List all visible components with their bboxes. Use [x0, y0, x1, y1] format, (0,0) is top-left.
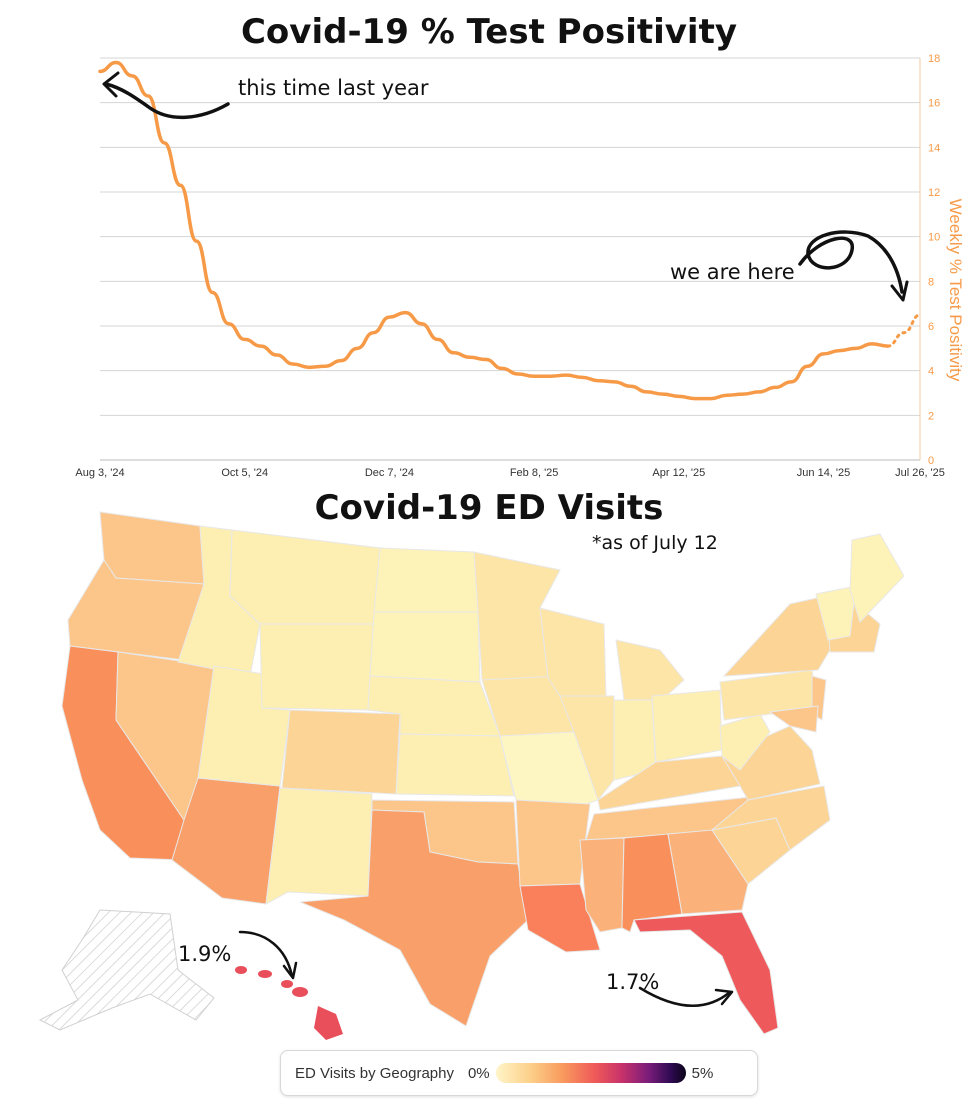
y-tick-label: 6 — [928, 321, 934, 333]
y-tick-label: 4 — [928, 366, 934, 378]
legend-gradient — [495, 1063, 686, 1083]
x-tick-label: Apr 12, '25 — [652, 467, 705, 479]
y-tick-label: 12 — [928, 187, 940, 199]
legend-label: ED Visits by Geography — [295, 1064, 454, 1082]
test-positivity-chart: 0 2 4 6 8 10 12 14 16 18 Aug 3, '24 Oct 5, '24 Dec … — [75, 53, 965, 479]
state-georgia — [667, 829, 749, 915]
series-line-positivity — [98, 60, 890, 401]
line-chart-title: Covid-19 % Test Positivity — [240, 12, 737, 52]
state-north-carolina — [710, 785, 831, 851]
y-tick-label: 8 — [928, 276, 934, 288]
map-chart-title: Covid-19 ED Visits — [314, 488, 664, 528]
state-vermont-nh — [815, 585, 857, 641]
arrow-florida — [638, 986, 734, 1008]
y-tick-label: 2 — [928, 410, 934, 422]
y-tick-label: 16 — [928, 98, 940, 110]
state-maryland — [768, 705, 819, 733]
x-tick-label: Jun 14, '25 — [797, 467, 850, 479]
state-illinois — [559, 695, 615, 802]
x-axis: Aug 3, '24 Oct 5, '24 Dec 7, '24 Feb 8, '25… — [75, 467, 945, 479]
series-line-projection — [886, 313, 922, 348]
legend-max: 5% — [691, 1064, 714, 1082]
x-tick-label: Feb 8, '25 — [510, 467, 559, 479]
y-tick-label: 0 — [928, 455, 934, 467]
annotation-we-are-here: we are here — [670, 260, 795, 284]
map-legend: ED Visits by Geography 0% 5% — [280, 1050, 758, 1096]
state-louisiana — [519, 883, 601, 953]
state-alaska — [38, 909, 215, 1031]
state-texas — [299, 809, 529, 1027]
x-tick-label: Aug 3, '24 — [75, 467, 124, 479]
y-axis: 0 2 4 6 8 10 12 14 16 18 — [919, 53, 940, 467]
y-tick-label: 18 — [928, 53, 940, 65]
state-montana — [229, 529, 381, 625]
state-michigan — [615, 639, 685, 701]
state-wyoming — [259, 623, 375, 711]
x-tick-label: Oct 5, '24 — [221, 467, 268, 479]
state-north-dakota — [373, 547, 479, 613]
legend-min: 0% — [467, 1064, 490, 1082]
state-hawaii — [235, 966, 343, 1040]
grid-lines — [100, 57, 920, 461]
state-colorado — [281, 709, 401, 795]
state-mississippi — [579, 837, 625, 933]
arrow-hawaii — [238, 930, 298, 980]
state-ohio — [651, 689, 723, 763]
arrow-last-year — [102, 71, 230, 119]
state-south-dakota — [369, 611, 481, 683]
annotation-florida: 1.7% — [606, 970, 660, 994]
annotation-last-year: this time last year — [238, 76, 429, 100]
x-tick-label: Jul 26, '25 — [895, 467, 945, 479]
y-tick-label: 14 — [928, 142, 940, 154]
state-kansas — [395, 733, 515, 797]
state-florida — [633, 911, 779, 1035]
x-tick-label: Dec 7, '24 — [365, 467, 414, 479]
state-new-york — [722, 595, 831, 677]
state-missouri — [499, 731, 599, 807]
ed-visits-map — [38, 511, 905, 1040]
y-tick-label: 10 — [928, 232, 940, 244]
y-axis-label: Weekly % Test Positivity — [946, 199, 965, 382]
state-new-mexico — [265, 787, 373, 905]
series-lines — [98, 60, 922, 401]
map-subtitle: *as of July 12 — [592, 532, 718, 554]
state-washington — [99, 511, 205, 585]
annotation-hawaii: 1.9% — [178, 942, 232, 966]
state-arkansas — [515, 799, 591, 887]
arrow-we-are-here — [798, 230, 909, 302]
state-maine — [849, 533, 905, 623]
